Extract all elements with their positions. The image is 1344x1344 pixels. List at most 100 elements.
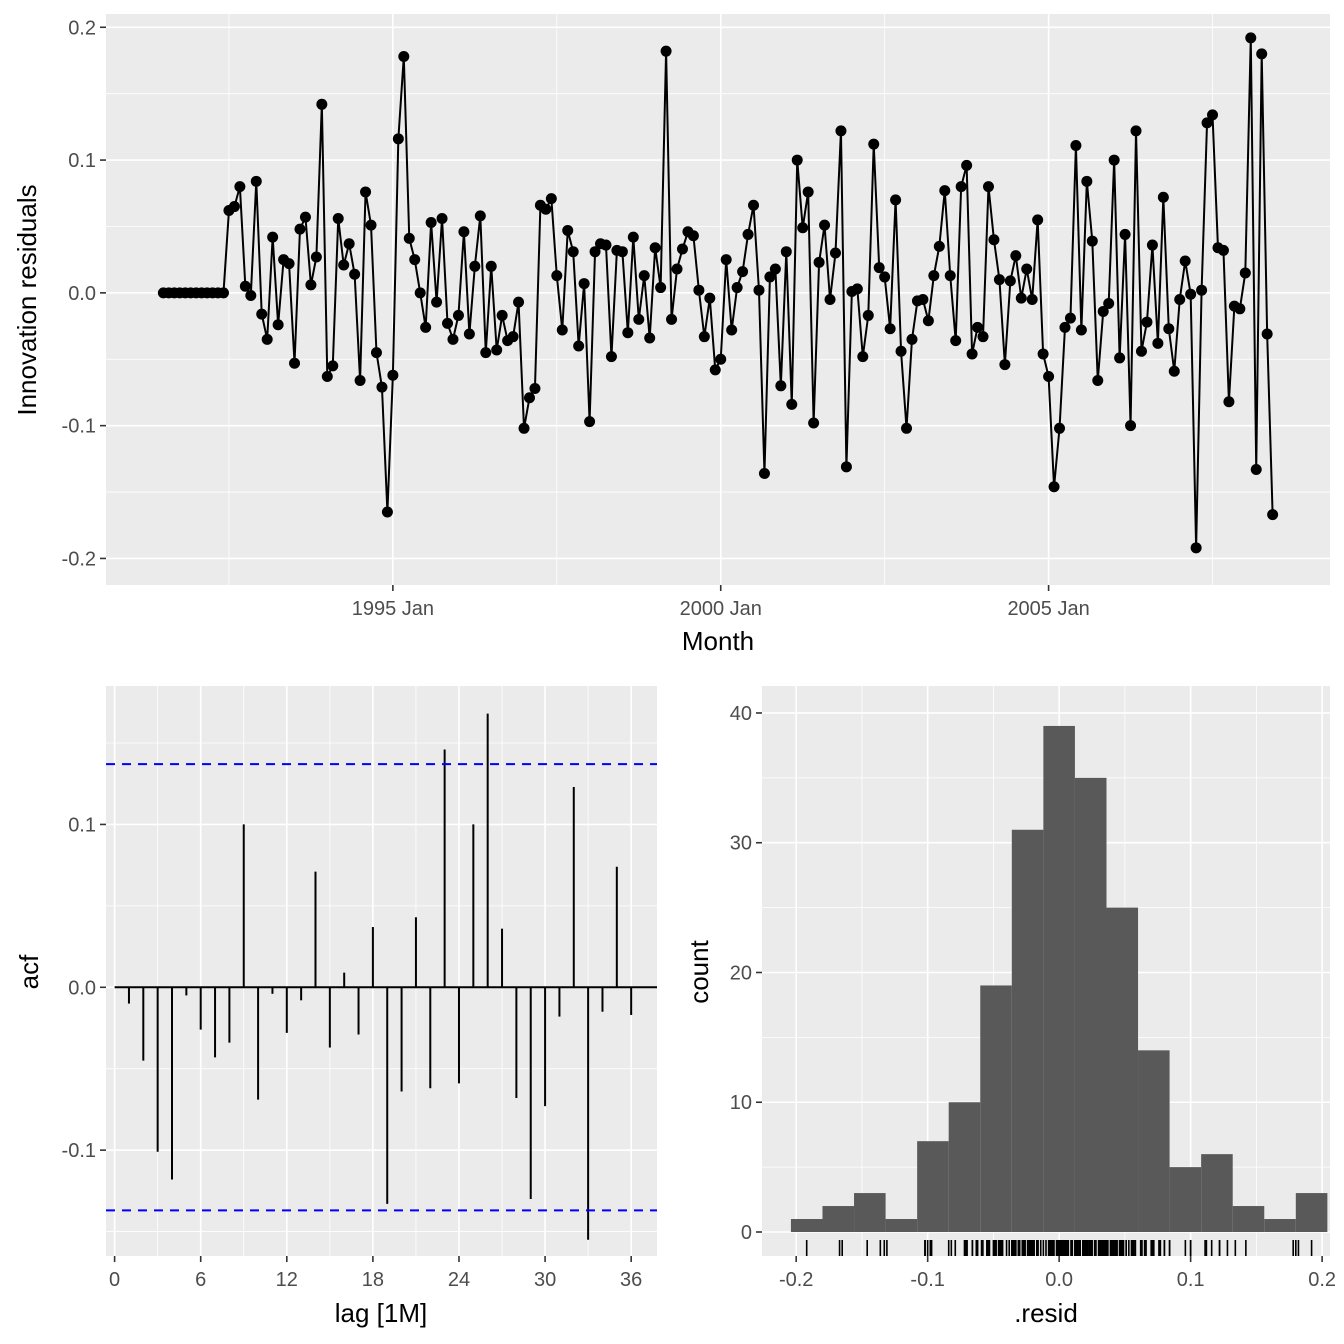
histogram-bars	[790, 725, 1328, 1232]
residual-point	[1015, 292, 1027, 304]
residual-point	[376, 381, 388, 393]
residual-point	[731, 282, 743, 294]
residual-point	[879, 271, 891, 283]
residual-point	[824, 294, 836, 305]
residual-point	[551, 270, 563, 282]
residual-point	[693, 284, 705, 296]
residual-point	[972, 321, 984, 333]
histogram-bar	[1264, 1219, 1296, 1232]
residuals-time-plot: -0.2 -0.1 0.0 0.1 0.2 1995 Jan 2000 Jan 2005 Ja…	[12, 14, 1330, 656]
x-tick-label: 1995 Jan	[352, 598, 434, 620]
residual-point	[720, 254, 732, 266]
residual-point	[840, 461, 852, 473]
residual-point	[884, 323, 896, 335]
residual-point	[1174, 294, 1186, 305]
residual-point	[1239, 267, 1251, 279]
residual-point	[944, 270, 956, 282]
residual-point	[578, 278, 590, 290]
residual-point	[485, 260, 497, 272]
residual-point	[999, 359, 1011, 371]
histogram-bar	[1295, 1193, 1328, 1232]
residual-point	[1092, 375, 1104, 386]
residual-point	[409, 254, 421, 266]
residual-point	[638, 270, 650, 282]
residual-point	[966, 348, 978, 360]
residual-point	[469, 260, 481, 272]
residual-point	[1168, 365, 1180, 377]
residual-point	[589, 246, 601, 258]
acf-panel-background	[106, 686, 657, 1256]
residual-point	[381, 506, 393, 518]
residual-point	[420, 321, 432, 333]
y-tick-label: 0.2	[68, 17, 96, 39]
residual-point	[294, 223, 306, 235]
residual-point	[1223, 396, 1235, 408]
histogram-bar	[1232, 1206, 1265, 1232]
residual-point	[1064, 312, 1076, 324]
residual-point	[1217, 244, 1229, 256]
residual-point	[1075, 324, 1087, 336]
residual-point	[633, 313, 645, 325]
residual-point	[332, 213, 344, 224]
y-tick-label: -0.1	[62, 1140, 96, 1162]
residual-point	[1043, 371, 1055, 383]
residual-point	[1010, 250, 1022, 262]
residual-point	[666, 313, 678, 325]
residual-point	[627, 231, 639, 243]
residual-point	[250, 175, 262, 187]
residual-point	[403, 232, 415, 244]
residual-point	[365, 219, 377, 231]
residual-point	[993, 274, 1005, 286]
residual-point	[299, 211, 311, 223]
y-tick-label: 40	[730, 703, 752, 725]
histogram-bar	[1169, 1167, 1202, 1232]
histogram-bar	[1011, 829, 1044, 1232]
y-tick-label: 10	[730, 1092, 752, 1114]
residual-point	[452, 309, 464, 321]
residual-point	[1054, 422, 1066, 434]
residual-point	[228, 201, 240, 213]
residual-point	[513, 296, 525, 308]
residual-point	[813, 256, 825, 268]
residual-point	[1059, 321, 1071, 333]
acf-bars	[106, 713, 657, 1240]
histogram-bar	[854, 1193, 886, 1232]
residual-point	[1201, 117, 1213, 129]
residual-point	[256, 308, 268, 320]
histogram-bar	[790, 1219, 823, 1232]
residual-point	[1267, 509, 1279, 521]
residual-point	[698, 331, 710, 343]
residual-point	[737, 266, 749, 278]
residual-point	[573, 340, 585, 352]
residual-point	[1157, 191, 1169, 203]
residual-point	[704, 292, 716, 304]
residual-point	[310, 251, 322, 263]
residual-point	[1207, 109, 1219, 121]
residual-point	[671, 263, 683, 275]
residual-point	[742, 228, 754, 240]
residual-point	[1261, 328, 1273, 340]
residual-point	[622, 327, 634, 339]
residual-point	[425, 216, 437, 228]
residual-point	[1185, 288, 1197, 300]
histogram-bar	[1043, 725, 1075, 1232]
residual-point	[857, 351, 869, 363]
x-tick-label: 36	[620, 1269, 642, 1291]
residual-point	[873, 262, 885, 274]
residual-point	[775, 380, 787, 392]
residual-point	[387, 369, 399, 381]
residual-point	[868, 138, 880, 150]
residual-point	[343, 238, 355, 250]
residual-point	[950, 335, 962, 347]
residual-point	[906, 333, 918, 345]
x-tick-label: 2005 Jan	[1007, 598, 1089, 620]
residual-point	[1021, 263, 1033, 275]
residual-point	[802, 186, 814, 198]
residual-point	[1234, 303, 1246, 315]
residual-point	[349, 268, 361, 280]
residual-point	[1097, 305, 1109, 317]
residual-point	[518, 422, 530, 434]
residual-point	[644, 332, 656, 344]
x-tick-label: 12	[276, 1269, 298, 1291]
residuals-axes: -0.2 -0.1 0.0 0.1 0.2 1995 Jan 2000 Jan 2005 Ja…	[62, 17, 1090, 620]
